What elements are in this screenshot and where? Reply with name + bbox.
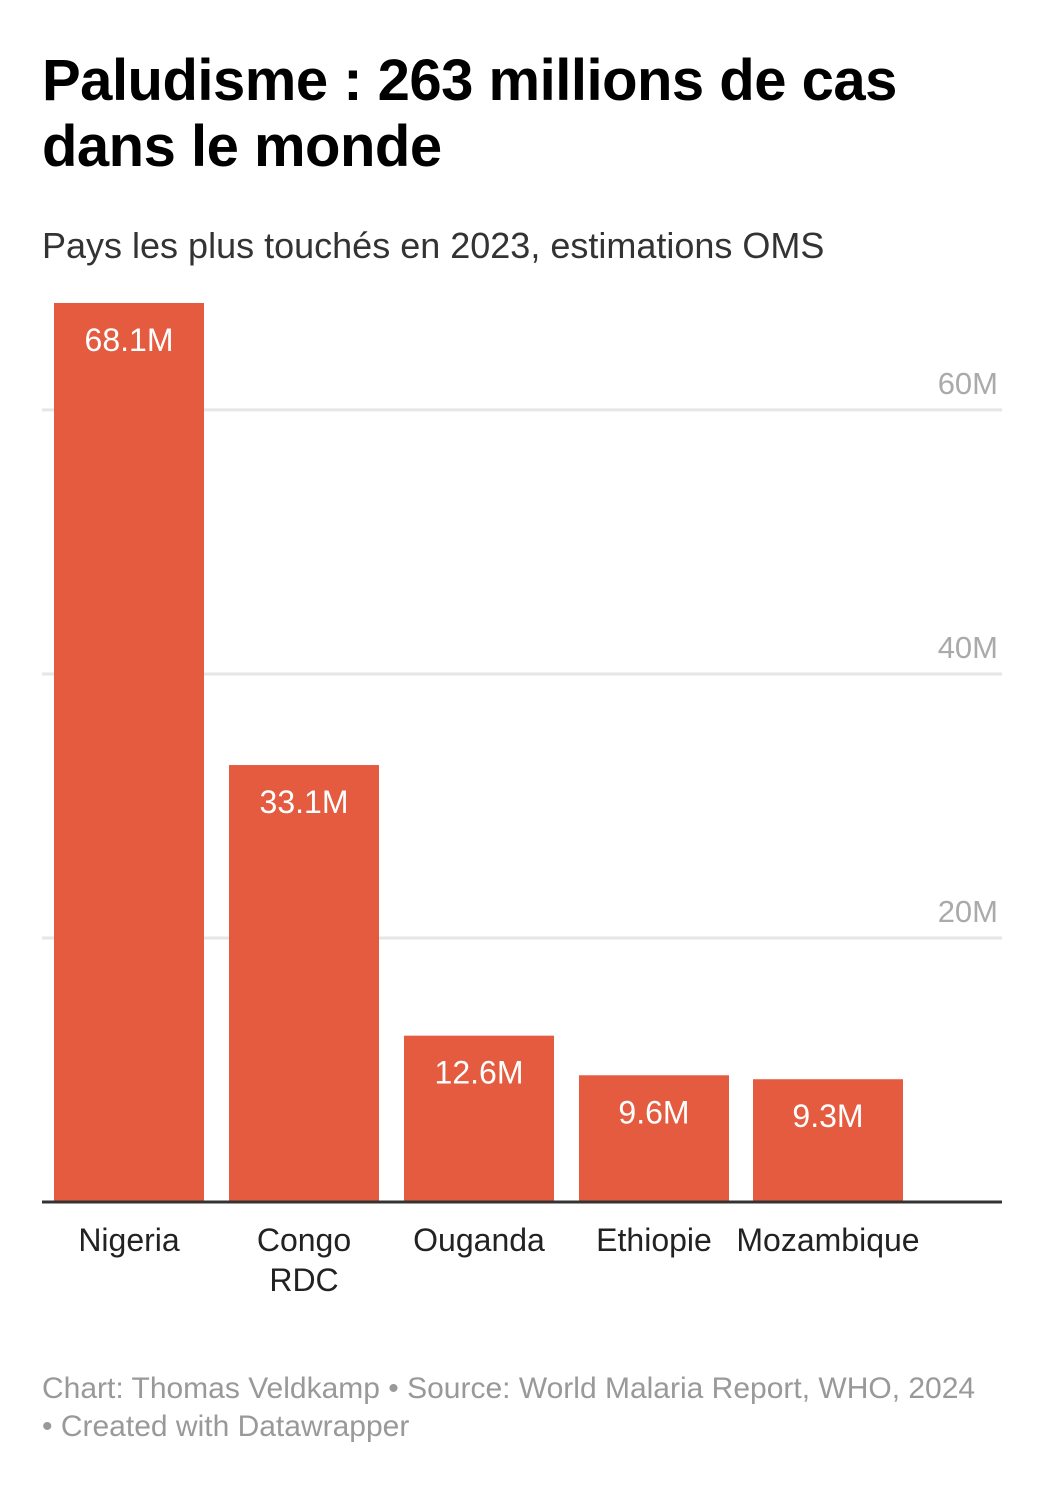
y-tick-label: 60M: [938, 366, 998, 401]
bar-value-label: 12.6M: [435, 1055, 524, 1091]
chart-footer: Chart: Thomas Veldkamp • Source: World M…: [42, 1372, 976, 1443]
labels-layer: 20M 40M 60M 68.1M Nigeria 33.1M Congo RDC 12.6M O…: [78, 322, 998, 1298]
x-tick-label: Ethiopie: [596, 1222, 712, 1258]
x-tick-label: Mozambique: [736, 1222, 919, 1258]
x-tick-label-line: Ouganda: [413, 1222, 545, 1258]
bar-value-label: 9.3M: [792, 1098, 863, 1134]
bar: [753, 1079, 903, 1202]
chart-subtitle: Pays les plus touchés en 2023, estimatio…: [42, 225, 825, 266]
x-tick-label: Congo RDC: [257, 1222, 351, 1298]
bar-value-label: 33.1M: [260, 784, 349, 820]
bars-layer: [54, 303, 903, 1202]
x-tick-label-line: Nigeria: [78, 1222, 180, 1258]
bar-value-label: 68.1M: [85, 322, 174, 358]
x-tick-label-line: Congo: [257, 1222, 351, 1258]
x-tick-label-line: RDC: [269, 1262, 338, 1298]
bar: [54, 303, 204, 1202]
bar: [229, 765, 379, 1202]
chart-title: Paludisme : 263 millions de cas dans le …: [42, 48, 897, 179]
y-tick-label: 20M: [938, 894, 998, 929]
bar: [579, 1075, 729, 1202]
x-tick-label-line: Ethiopie: [596, 1222, 712, 1258]
x-tick-label: Ouganda: [413, 1222, 545, 1258]
x-tick-label: Nigeria: [78, 1222, 180, 1258]
bar-value-label: 9.6M: [618, 1094, 689, 1130]
bar: [404, 1035, 554, 1202]
y-tick-label: 40M: [938, 630, 998, 665]
x-tick-label-line: Mozambique: [736, 1222, 919, 1258]
